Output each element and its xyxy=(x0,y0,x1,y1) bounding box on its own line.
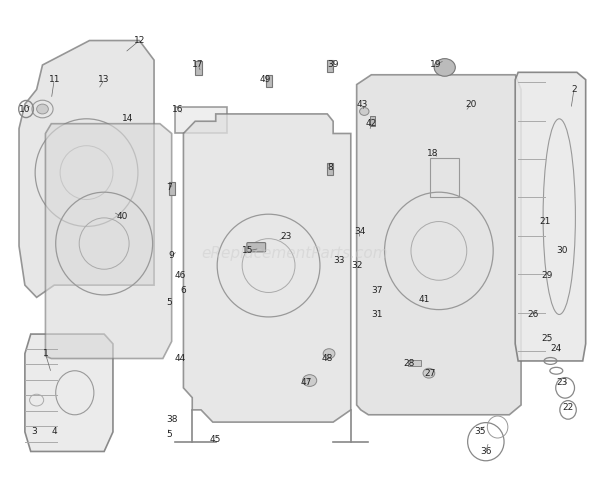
Text: 6: 6 xyxy=(181,285,186,295)
Text: 22: 22 xyxy=(562,403,573,412)
Polygon shape xyxy=(183,114,351,422)
Circle shape xyxy=(359,108,369,116)
Text: 47: 47 xyxy=(301,378,313,388)
Polygon shape xyxy=(357,75,521,415)
Polygon shape xyxy=(515,72,586,361)
Text: 8: 8 xyxy=(327,163,333,172)
Bar xyxy=(266,75,271,87)
Text: 21: 21 xyxy=(539,217,550,226)
Text: 24: 24 xyxy=(550,344,562,353)
Text: 25: 25 xyxy=(542,335,553,343)
Text: eReplacementParts.com: eReplacementParts.com xyxy=(202,246,388,261)
Text: 19: 19 xyxy=(430,61,442,69)
Text: 33: 33 xyxy=(333,256,345,265)
Text: 45: 45 xyxy=(210,435,221,444)
Text: 16: 16 xyxy=(172,104,183,114)
Text: 5: 5 xyxy=(166,298,172,307)
Bar xyxy=(370,116,375,126)
Text: 18: 18 xyxy=(427,149,439,157)
Circle shape xyxy=(37,104,48,114)
Text: 31: 31 xyxy=(372,310,383,319)
Circle shape xyxy=(434,59,455,76)
Circle shape xyxy=(323,349,335,359)
Text: 36: 36 xyxy=(480,447,491,456)
Text: 34: 34 xyxy=(354,227,365,236)
Bar xyxy=(408,360,421,366)
Text: 7: 7 xyxy=(166,183,172,192)
Text: 42: 42 xyxy=(366,119,377,128)
Text: 38: 38 xyxy=(166,415,178,424)
Text: 28: 28 xyxy=(404,359,415,368)
Text: 29: 29 xyxy=(542,271,553,280)
Circle shape xyxy=(303,375,317,386)
Text: 17: 17 xyxy=(192,61,204,69)
Text: 46: 46 xyxy=(175,271,186,280)
Text: 1: 1 xyxy=(42,349,48,358)
Text: 27: 27 xyxy=(424,369,436,378)
Text: 37: 37 xyxy=(372,285,383,295)
Text: 9: 9 xyxy=(169,251,175,260)
Text: 23: 23 xyxy=(280,232,292,241)
Text: 10: 10 xyxy=(19,104,31,114)
Polygon shape xyxy=(45,123,172,359)
Text: 14: 14 xyxy=(122,114,133,123)
Polygon shape xyxy=(19,40,154,297)
Text: 40: 40 xyxy=(116,212,127,221)
Text: 2: 2 xyxy=(571,85,577,94)
Text: 3: 3 xyxy=(31,428,37,436)
FancyBboxPatch shape xyxy=(247,243,266,252)
Text: 15: 15 xyxy=(242,246,254,255)
Text: 41: 41 xyxy=(418,295,430,305)
Text: 11: 11 xyxy=(48,75,60,84)
Text: 32: 32 xyxy=(351,261,362,270)
Circle shape xyxy=(423,369,435,378)
Bar xyxy=(169,183,175,195)
Text: 43: 43 xyxy=(357,99,368,109)
Bar xyxy=(430,158,460,197)
Text: 13: 13 xyxy=(99,75,110,84)
Text: 4: 4 xyxy=(51,428,57,436)
Text: 35: 35 xyxy=(474,428,486,436)
Text: 23: 23 xyxy=(556,378,568,388)
Polygon shape xyxy=(25,334,113,452)
Text: 49: 49 xyxy=(260,75,271,84)
Bar xyxy=(327,60,333,72)
Text: 44: 44 xyxy=(175,354,186,363)
Text: 20: 20 xyxy=(466,99,477,109)
Text: 5: 5 xyxy=(166,430,172,439)
Text: 39: 39 xyxy=(327,61,339,69)
Polygon shape xyxy=(175,107,228,133)
Text: 12: 12 xyxy=(134,36,145,45)
Bar xyxy=(195,61,202,75)
Text: 48: 48 xyxy=(322,354,333,363)
Text: 26: 26 xyxy=(527,310,539,319)
Bar xyxy=(327,163,333,175)
Text: 30: 30 xyxy=(556,246,568,255)
